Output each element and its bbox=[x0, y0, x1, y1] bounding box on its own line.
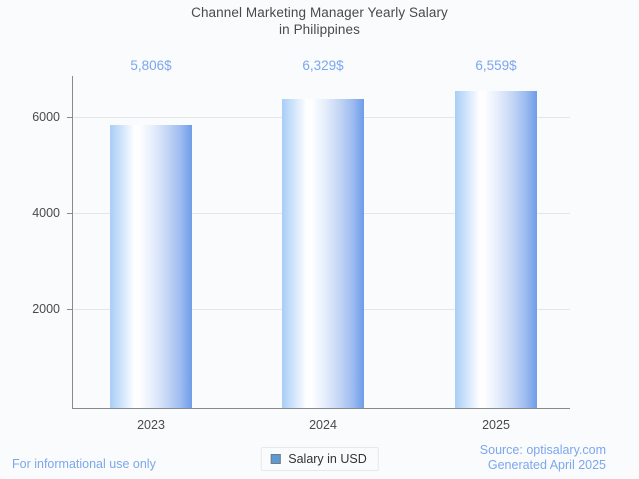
bar-value-label-2023: 5,806$ bbox=[130, 58, 172, 73]
ytick-text: 2000 bbox=[32, 302, 60, 316]
bar-2025[interactable] bbox=[455, 91, 537, 408]
bar-value-label-2025: 6,559$ bbox=[475, 58, 517, 73]
ytick-mark-6000 bbox=[67, 117, 72, 118]
bar-2024[interactable] bbox=[282, 99, 364, 408]
disclaimer-text: For informational use only bbox=[12, 457, 156, 471]
legend-color-swatch-icon bbox=[270, 454, 281, 464]
chart-title: Channel Marketing Manager Yearly Salary … bbox=[191, 5, 448, 37]
generated-text: Generated April 2025 bbox=[487, 458, 606, 472]
bar-2023[interactable] bbox=[110, 125, 192, 408]
xtick-label-2025: 2025 bbox=[482, 418, 510, 432]
plot-area: 6000 4000 2000 5,806$ 6,329$ 6,559$ 2023… bbox=[32, 58, 570, 432]
ytick-text: 6000 bbox=[32, 110, 60, 124]
ytick-mark-2000 bbox=[67, 309, 72, 310]
xtick-label-2024: 2024 bbox=[309, 418, 337, 432]
source-text: Source: optisalary.com bbox=[479, 443, 606, 457]
xtick-label-2023: 2023 bbox=[137, 418, 165, 432]
legend-item-label: Salary in USD bbox=[288, 452, 367, 466]
x-axis-line bbox=[72, 408, 570, 409]
source-block: Source: optisalary.com Generated April 2… bbox=[480, 443, 606, 473]
y-axis-line bbox=[72, 76, 73, 409]
chart-legend[interactable]: Salary in USD bbox=[260, 447, 379, 471]
bar-value-label-2024: 6,329$ bbox=[302, 58, 344, 73]
ytick-mark-4000 bbox=[67, 213, 72, 214]
ytick-text: 4000 bbox=[32, 206, 60, 220]
